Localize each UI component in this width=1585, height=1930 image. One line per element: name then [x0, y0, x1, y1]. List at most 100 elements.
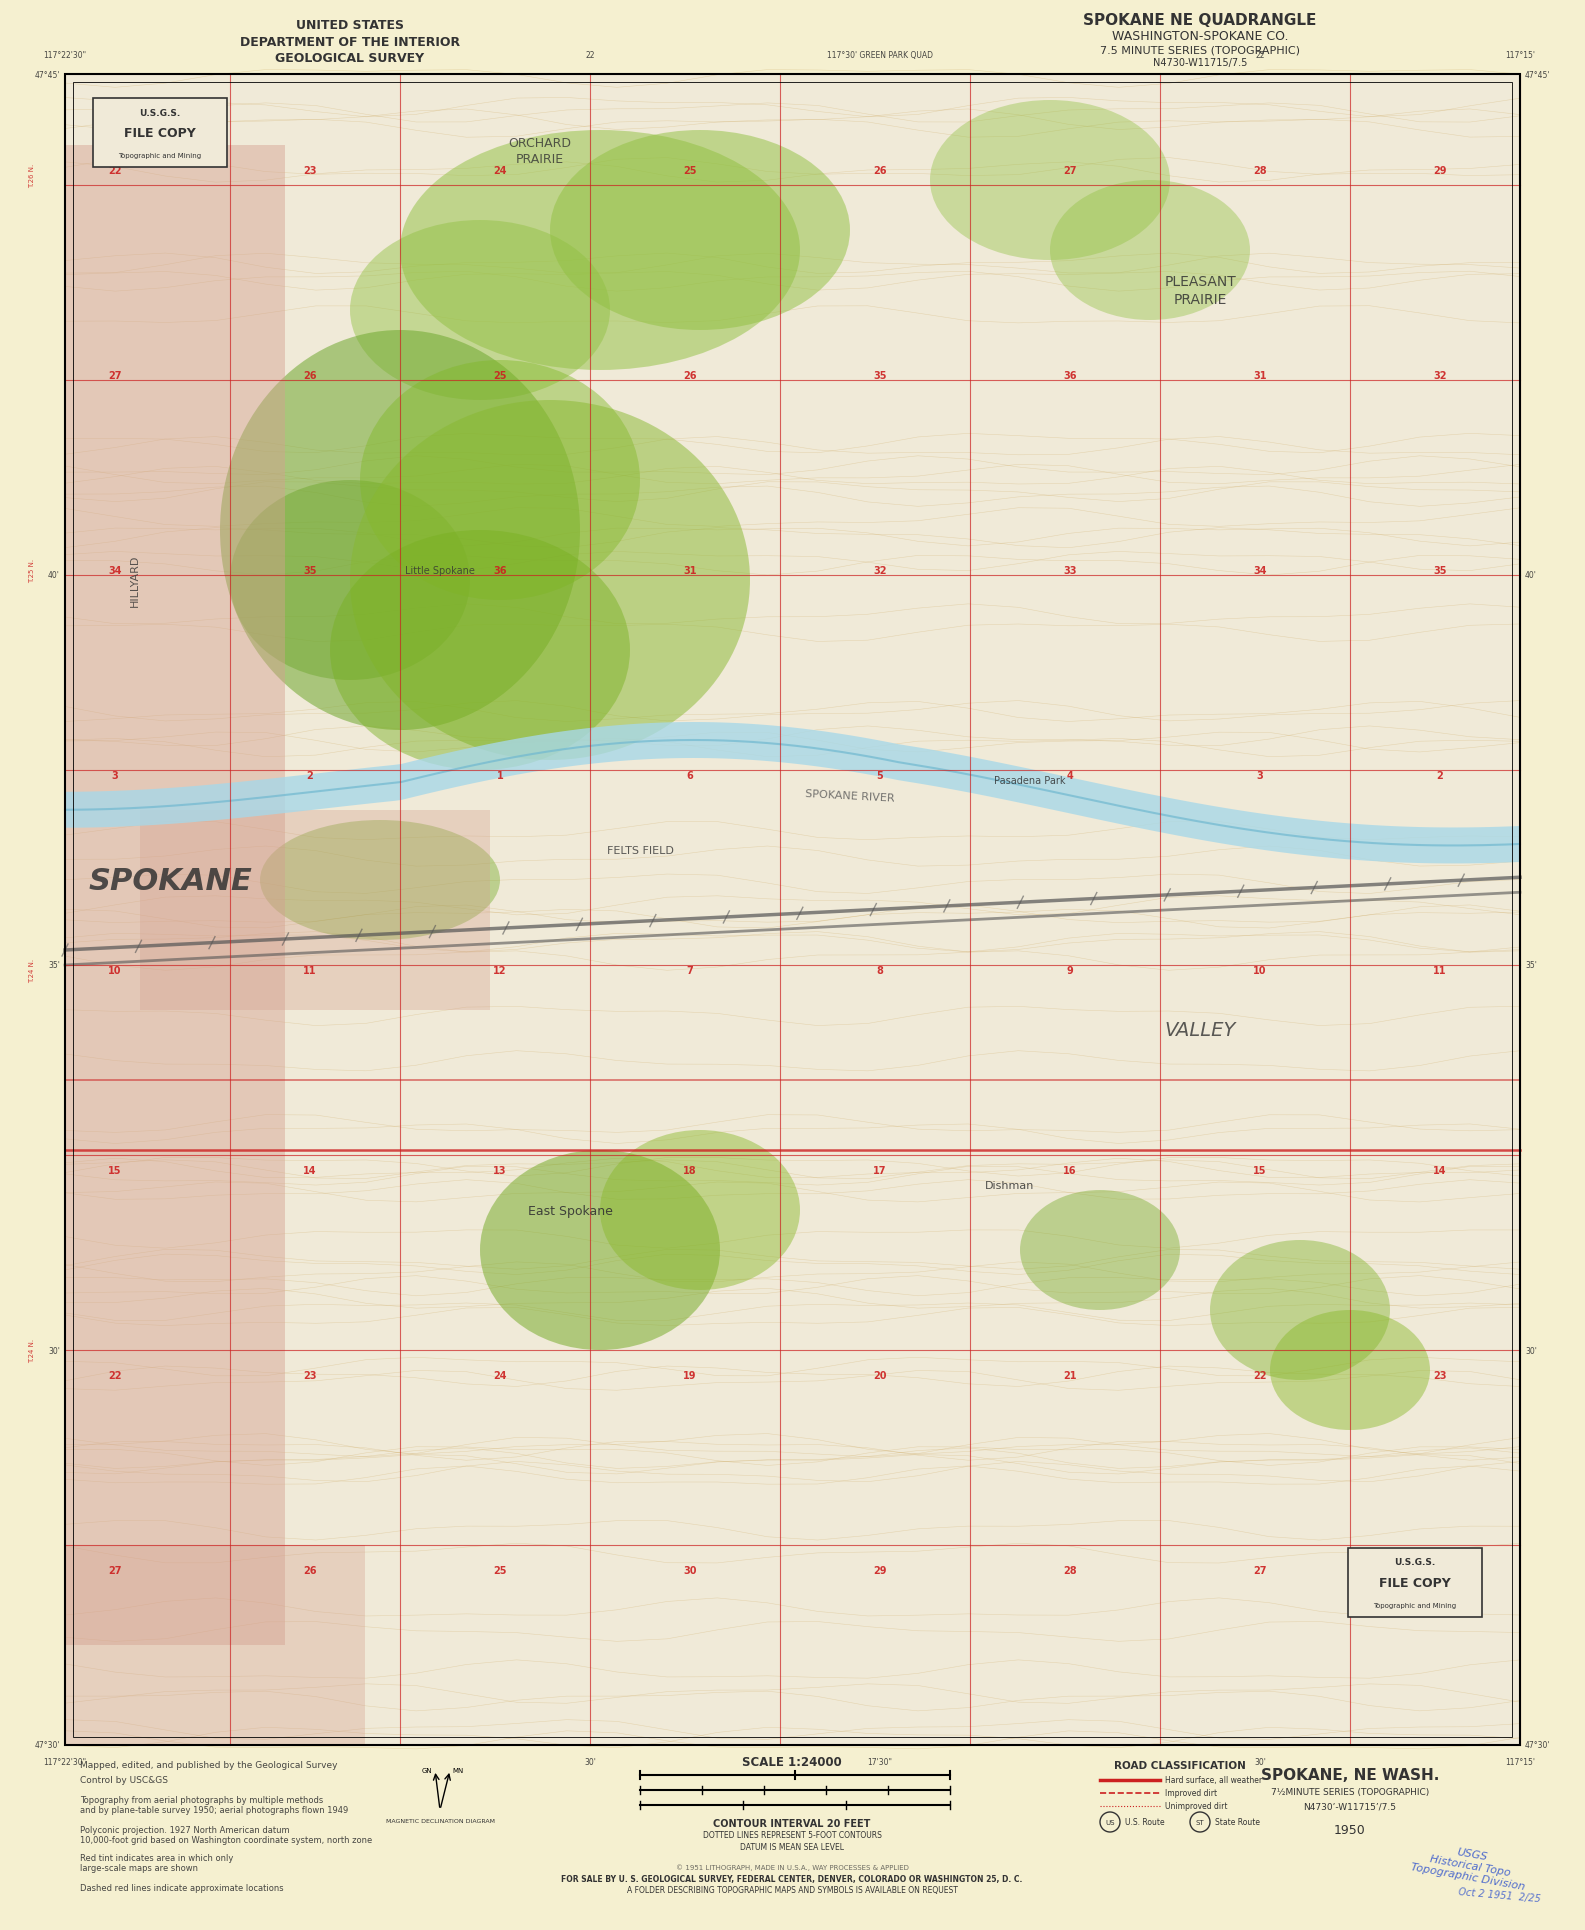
- Text: 47°45': 47°45': [1525, 71, 1550, 79]
- Text: T.26 N.: T.26 N.: [29, 164, 35, 187]
- Text: 32: 32: [1433, 371, 1447, 380]
- Text: 25: 25: [493, 1565, 507, 1575]
- Text: CONTOUR INTERVAL 20 FEET: CONTOUR INTERVAL 20 FEET: [713, 1818, 870, 1828]
- Text: N4730’-W11715’/7.5: N4730’-W11715’/7.5: [1303, 1801, 1396, 1810]
- Text: 26: 26: [683, 371, 697, 380]
- Text: 29: 29: [873, 1565, 886, 1575]
- Text: DOTTED LINES REPRESENT 5-FOOT CONTOURS: DOTTED LINES REPRESENT 5-FOOT CONTOURS: [702, 1830, 881, 1839]
- Text: 47°30': 47°30': [1525, 1741, 1550, 1751]
- Text: 117°15': 117°15': [1506, 1756, 1534, 1766]
- Text: MAGNETIC DECLINATION DIAGRAM: MAGNETIC DECLINATION DIAGRAM: [385, 1818, 495, 1824]
- Ellipse shape: [350, 401, 750, 760]
- Text: 26: 26: [1433, 1565, 1447, 1575]
- FancyBboxPatch shape: [94, 98, 227, 168]
- Text: 2: 2: [306, 770, 314, 780]
- Text: 28: 28: [1064, 1565, 1076, 1575]
- Text: ORCHARD
PRAIRIE: ORCHARD PRAIRIE: [509, 137, 572, 166]
- Text: 18: 18: [683, 1166, 697, 1175]
- Text: 29: 29: [1433, 166, 1447, 176]
- Text: 117°22'30": 117°22'30": [43, 1756, 87, 1766]
- Text: 23: 23: [303, 1370, 317, 1380]
- Text: Little Spokane: Little Spokane: [406, 565, 476, 575]
- Text: 30': 30': [1525, 1345, 1537, 1355]
- Text: 30': 30': [48, 1345, 60, 1355]
- Text: 28: 28: [1254, 166, 1266, 176]
- Ellipse shape: [220, 330, 580, 731]
- Text: 3: 3: [111, 770, 119, 780]
- Text: Mapped, edited, and published by the Geological Survey: Mapped, edited, and published by the Geo…: [79, 1760, 338, 1770]
- Text: 32: 32: [873, 565, 886, 575]
- Text: FOR SALE BY U. S. GEOLOGICAL SURVEY, FEDERAL CENTER, DENVER, COLORADO OR WASHING: FOR SALE BY U. S. GEOLOGICAL SURVEY, FED…: [561, 1874, 1022, 1884]
- Text: T.24 N.: T.24 N.: [29, 959, 35, 982]
- Text: 27: 27: [108, 371, 122, 380]
- Text: 34: 34: [108, 565, 122, 575]
- Text: SCALE 1:24000: SCALE 1:24000: [742, 1756, 842, 1768]
- Text: 27: 27: [1254, 1565, 1266, 1575]
- Text: DEPARTMENT OF THE INTERIOR: DEPARTMENT OF THE INTERIOR: [239, 35, 460, 48]
- Text: 26: 26: [873, 166, 886, 176]
- Text: 11: 11: [303, 965, 317, 975]
- Text: 17: 17: [873, 1166, 886, 1175]
- Text: 14: 14: [1433, 1166, 1447, 1175]
- Text: SPOKANE RIVER: SPOKANE RIVER: [805, 787, 896, 803]
- Text: 35: 35: [1433, 565, 1447, 575]
- Text: ST: ST: [1195, 1820, 1205, 1826]
- Ellipse shape: [601, 1131, 800, 1291]
- Text: 117°30' GREEN PARK QUAD: 117°30' GREEN PARK QUAD: [827, 50, 934, 60]
- Text: Topographic and Mining: Topographic and Mining: [1374, 1602, 1457, 1608]
- Text: DATUM IS MEAN SEA LEVEL: DATUM IS MEAN SEA LEVEL: [740, 1843, 843, 1851]
- Text: 4: 4: [1067, 770, 1073, 780]
- Text: 22: 22: [108, 166, 122, 176]
- Text: US: US: [1105, 1820, 1114, 1826]
- Text: 27: 27: [108, 1565, 122, 1575]
- Text: Control by USC&GS: Control by USC&GS: [79, 1776, 168, 1785]
- Text: 31: 31: [683, 565, 697, 575]
- Text: Polyconic projection. 1927 North American datum: Polyconic projection. 1927 North America…: [79, 1826, 290, 1835]
- Text: 9: 9: [1067, 965, 1073, 975]
- Text: 10,000-foot grid based on Washington coordinate system, north zone: 10,000-foot grid based on Washington coo…: [79, 1835, 372, 1845]
- Text: T.24 N.: T.24 N.: [29, 1337, 35, 1363]
- Text: 22: 22: [585, 50, 594, 60]
- Text: 22: 22: [1254, 1370, 1266, 1380]
- Text: 15: 15: [108, 1166, 122, 1175]
- Text: large-scale maps are shown: large-scale maps are shown: [79, 1864, 198, 1872]
- Text: 30: 30: [683, 1565, 697, 1575]
- Text: 26: 26: [303, 371, 317, 380]
- Text: 15: 15: [1254, 1166, 1266, 1175]
- Text: 35': 35': [48, 961, 60, 971]
- Text: 3: 3: [1257, 770, 1263, 780]
- Text: VALLEY: VALLEY: [1165, 1021, 1236, 1040]
- Text: UNITED STATES: UNITED STATES: [296, 19, 404, 31]
- Text: 33: 33: [1064, 565, 1076, 575]
- Bar: [65, 147, 285, 1644]
- Text: East Spokane: East Spokane: [528, 1204, 612, 1218]
- Text: 10: 10: [108, 965, 122, 975]
- Text: 117°15': 117°15': [1506, 50, 1534, 60]
- Text: 30': 30': [583, 1756, 596, 1766]
- Text: © 1951 LITHOGRAPH, MADE IN U.S.A., WAY PROCESSES & APPLIED: © 1951 LITHOGRAPH, MADE IN U.S.A., WAY P…: [675, 1864, 908, 1870]
- Text: 36: 36: [1064, 371, 1076, 380]
- Text: 25: 25: [683, 166, 697, 176]
- Text: 21: 21: [1064, 1370, 1076, 1380]
- Text: 40': 40': [48, 571, 60, 581]
- Ellipse shape: [1049, 181, 1251, 320]
- Text: 26: 26: [303, 1565, 317, 1575]
- Text: and by plane-table survey 1950; aerial photographs flown 1949: and by plane-table survey 1950; aerial p…: [79, 1806, 349, 1814]
- Text: Dashed red lines indicate approximate locations: Dashed red lines indicate approximate lo…: [79, 1884, 284, 1893]
- Ellipse shape: [360, 361, 640, 600]
- Text: 27: 27: [1064, 166, 1076, 176]
- Text: Improved dirt: Improved dirt: [1165, 1789, 1217, 1797]
- Text: 22: 22: [1255, 50, 1265, 60]
- Bar: [65, 1546, 365, 1745]
- Text: 117°22'30": 117°22'30": [43, 50, 87, 60]
- Text: Red tint indicates area in which only: Red tint indicates area in which only: [79, 1853, 233, 1862]
- Text: 24: 24: [493, 166, 507, 176]
- Ellipse shape: [350, 220, 610, 401]
- Text: 19: 19: [683, 1370, 697, 1380]
- Text: HILLYARD: HILLYARD: [130, 554, 139, 606]
- Text: U.S. Route: U.S. Route: [1125, 1818, 1165, 1826]
- Text: T.25 N.: T.25 N.: [29, 558, 35, 583]
- Text: Topography from aerial photographs by multiple methods: Topography from aerial photographs by mu…: [79, 1795, 323, 1805]
- Text: USGS
Historical Topo
Topographic Division: USGS Historical Topo Topographic Divisio…: [1411, 1839, 1530, 1891]
- Text: 1950: 1950: [1335, 1824, 1366, 1837]
